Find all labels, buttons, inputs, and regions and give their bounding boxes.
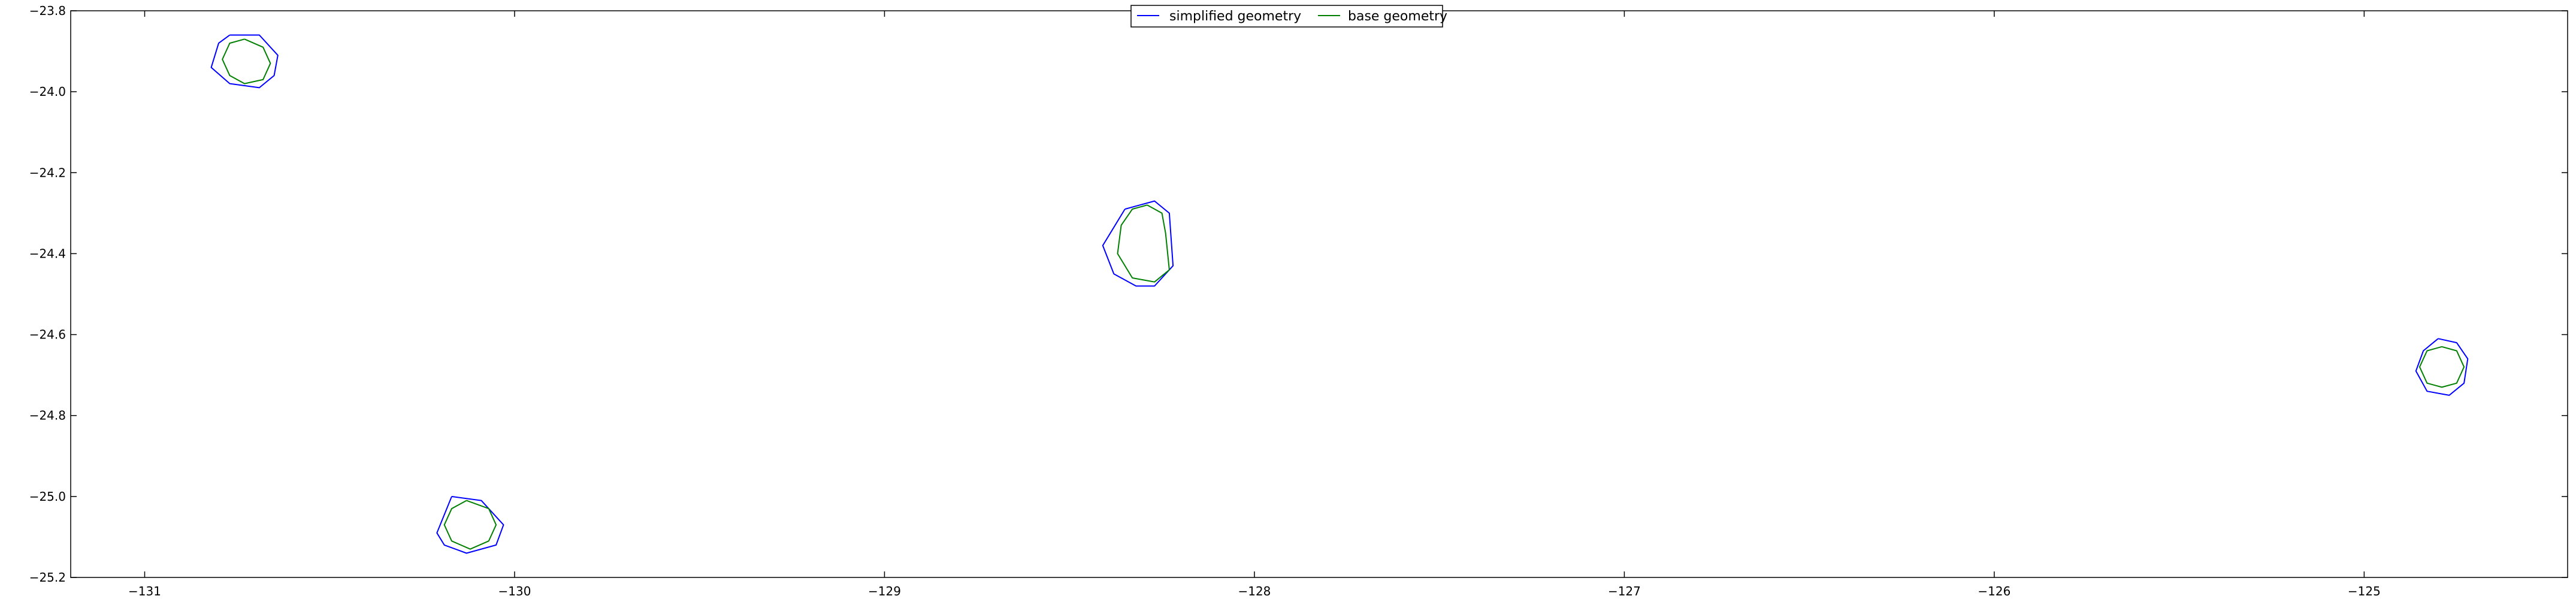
x-tick-label: −130: [498, 584, 531, 598]
x-tick-label: −125: [2348, 584, 2381, 598]
x-tick-label: −128: [1238, 584, 1271, 598]
base-geometry-polygon-0: [222, 38, 271, 84]
y-tick-label: −24.2: [29, 165, 66, 180]
y-tick-label: −24.0: [29, 84, 66, 99]
simplified-geometry-polygon-2: [1102, 200, 1174, 287]
base-geometry-polygon-3: [2419, 346, 2465, 388]
y-tick-label: −23.8: [29, 4, 66, 18]
y-tick-label: −24.8: [29, 409, 66, 423]
x-tick-label: −129: [868, 584, 901, 598]
y-tick-label: −25.2: [29, 570, 66, 585]
axis-ticks: −131 −130 −129 −128 −127 −126 −125 −23.8 −24.0 −2…: [29, 4, 2568, 598]
x-tick-label: −131: [128, 584, 161, 598]
y-tick-label: −25.0: [29, 489, 66, 504]
x-tick-label: −126: [1978, 584, 2010, 598]
base-geometry-polygon-2: [1117, 204, 1170, 283]
simplified-geometry-polygon-0: [210, 34, 279, 89]
legend-label-base-geometry: base geometry: [1348, 9, 1447, 24]
legend-label-simplified-geometry: simplified geometry: [1169, 9, 1301, 24]
legend-box: [1130, 5, 1443, 28]
y-tick-label: −24.4: [29, 246, 66, 261]
simplified-geometry-polygon-3: [2415, 338, 2469, 396]
y-tick-label: −24.6: [29, 328, 66, 342]
legend: simplified geometry base geometry: [1130, 5, 1447, 28]
plot-area: [210, 34, 2469, 554]
x-tick-label: −127: [1608, 584, 1641, 598]
base-geometry-polygon-1: [443, 500, 497, 550]
simplified-geometry-polygon-1: [436, 495, 504, 554]
